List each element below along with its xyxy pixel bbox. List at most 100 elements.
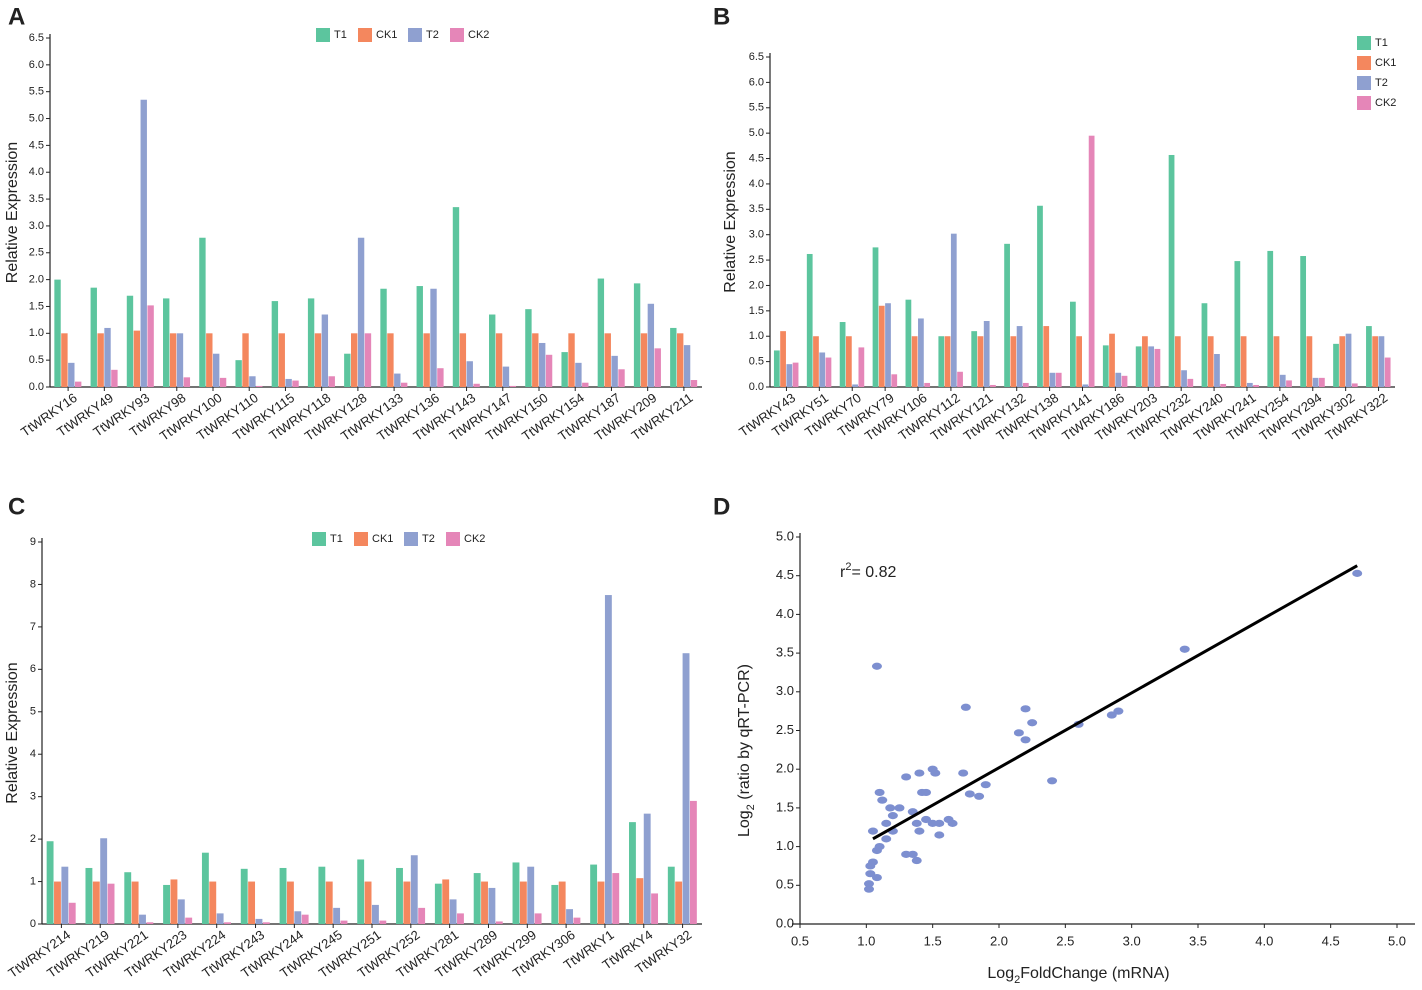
y-tick-label: 3.5: [776, 645, 794, 660]
y-axis-title-part: 2: [745, 804, 757, 810]
bar: [256, 385, 263, 387]
point: [958, 769, 969, 777]
bar: [170, 879, 178, 924]
y-tick-label: 0.0: [749, 381, 764, 393]
bar: [403, 881, 411, 924]
bar: [344, 353, 351, 387]
bar: [111, 369, 118, 387]
bar: [177, 899, 185, 924]
bar: [201, 852, 209, 924]
point: [934, 831, 945, 839]
y-tick-label: 0.0: [776, 915, 794, 930]
bar: [314, 333, 322, 387]
bar: [1366, 326, 1372, 387]
bar: [1055, 372, 1062, 387]
y-tick-label: 0: [30, 918, 36, 930]
bar: [1088, 135, 1095, 387]
bar: [495, 921, 503, 924]
y-tick-label: 4: [30, 748, 36, 760]
y-tick-label: 1.5: [749, 305, 764, 317]
bar: [68, 362, 75, 387]
y-tick-label: 7: [30, 621, 36, 633]
bar: [271, 301, 279, 387]
bar: [819, 352, 826, 387]
bar: [489, 314, 496, 387]
point: [911, 856, 922, 865]
bar: [604, 595, 612, 924]
bar: [410, 855, 418, 924]
bar: [124, 872, 132, 924]
bar: [379, 920, 387, 924]
bar: [318, 866, 326, 924]
bar: [1306, 336, 1313, 387]
bar: [845, 336, 852, 387]
legend-label: CK1: [372, 533, 393, 545]
bar: [488, 887, 496, 924]
bar: [612, 873, 620, 924]
bar: [301, 914, 309, 924]
bar: [481, 881, 488, 924]
point: [901, 773, 912, 781]
bar: [647, 303, 655, 387]
y-axis-title: Relative Expression: [4, 662, 21, 803]
bar: [92, 881, 100, 924]
point: [894, 804, 905, 812]
point: [1027, 719, 1038, 727]
bar: [512, 862, 520, 924]
bar: [872, 247, 879, 387]
point: [874, 788, 885, 797]
legend-swatch: [354, 532, 368, 546]
bar: [509, 385, 517, 387]
bar: [885, 303, 891, 387]
bar: [1201, 303, 1208, 387]
bar: [437, 368, 444, 387]
bar: [140, 99, 147, 387]
bar: [1378, 336, 1385, 387]
legend-label: CK2: [468, 29, 489, 41]
point: [911, 819, 922, 827]
legend-swatch: [404, 532, 418, 546]
bar: [1022, 382, 1029, 387]
point: [947, 819, 958, 827]
point: [1106, 711, 1117, 719]
legend-label: T1: [1375, 37, 1388, 49]
bar: [104, 327, 111, 387]
y-tick-label: 2.0: [749, 279, 764, 291]
y-tick-label: 3.5: [29, 193, 44, 205]
point: [1352, 569, 1363, 577]
bar: [163, 884, 171, 924]
bar: [977, 336, 984, 387]
bar: [558, 881, 566, 924]
y-tick-label: 6.5: [749, 51, 764, 63]
y-tick-label: 2.5: [29, 247, 44, 259]
bar: [1070, 301, 1076, 387]
x-tick-label: 1.5: [924, 933, 942, 948]
y-tick-label: 4.5: [29, 139, 44, 151]
bar: [97, 333, 104, 387]
y-tick-label: 4.5: [776, 567, 794, 582]
bar: [46, 841, 54, 924]
bar: [813, 336, 819, 387]
point: [980, 781, 991, 789]
bar: [1135, 346, 1142, 387]
y-tick-label: 6.5: [29, 32, 44, 44]
legend-label: T2: [422, 533, 435, 545]
y-tick-label: 3.0: [749, 229, 764, 241]
bar: [1187, 378, 1194, 387]
y-tick-label: 5.5: [749, 102, 764, 114]
bar: [416, 286, 423, 387]
legend-swatch: [408, 28, 422, 42]
bar: [643, 813, 651, 924]
bar: [670, 327, 677, 387]
point: [1020, 705, 1031, 713]
y-tick-label: 3.0: [776, 683, 794, 698]
legend-label: CK2: [464, 533, 485, 545]
legend-swatch: [450, 28, 464, 42]
bar: [1286, 380, 1292, 387]
bar: [604, 333, 611, 387]
point: [914, 769, 925, 777]
bar: [534, 913, 542, 924]
bar: [1240, 336, 1247, 387]
y-tick-label: 1.0: [749, 330, 764, 342]
point: [907, 850, 918, 858]
